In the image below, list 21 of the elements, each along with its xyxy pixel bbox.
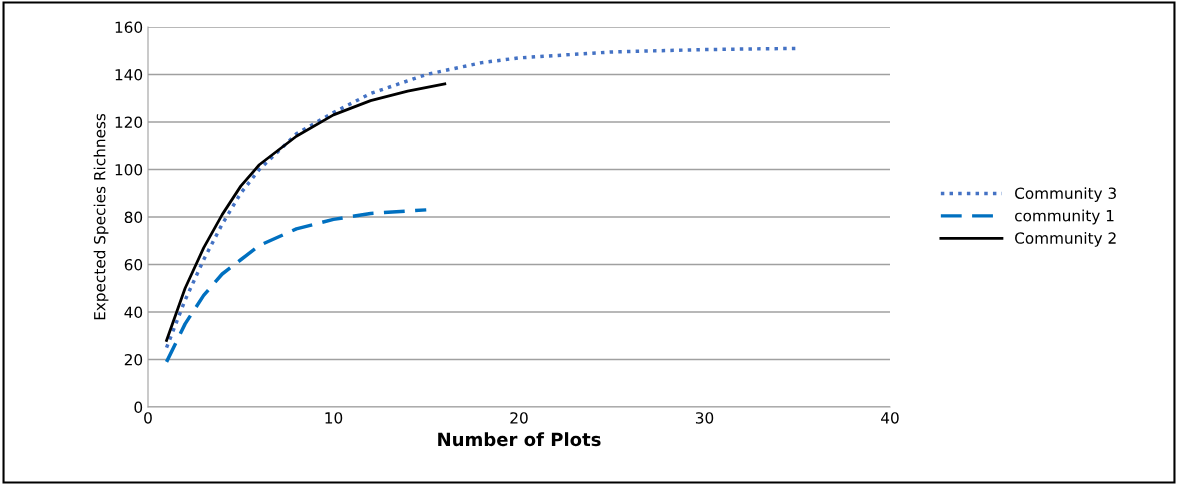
legend-label: Community 2 bbox=[1015, 232, 1116, 247]
y-tick-label: 20 bbox=[124, 353, 143, 366]
y-tick-label: 100 bbox=[115, 163, 143, 176]
x-tick-label: 30 bbox=[695, 412, 714, 424]
y-tick-label: 80 bbox=[124, 211, 143, 224]
legend-label: community 1 bbox=[1015, 209, 1114, 225]
y-tick-label: 60 bbox=[124, 258, 143, 271]
y-tick-label: 120 bbox=[115, 116, 143, 129]
line-series bbox=[165, 82, 447, 342]
legend-label: Community 3 bbox=[1015, 187, 1116, 202]
y-axis-title: Expected Species Richness bbox=[93, 113, 109, 320]
x-tick-label: 10 bbox=[325, 412, 343, 424]
y-tick-label: 0 bbox=[134, 401, 143, 414]
x-tick-label: 40 bbox=[881, 412, 899, 424]
x-tick-label: 0 bbox=[144, 412, 152, 424]
y-tick-label: 140 bbox=[115, 68, 143, 81]
y-tick-label: 40 bbox=[124, 306, 143, 319]
x-tick-label: 20 bbox=[510, 412, 528, 424]
y-tick-label: 160 bbox=[115, 21, 143, 34]
x-axis-title: Number of Plots bbox=[438, 432, 601, 447]
line-series bbox=[164, 208, 428, 364]
